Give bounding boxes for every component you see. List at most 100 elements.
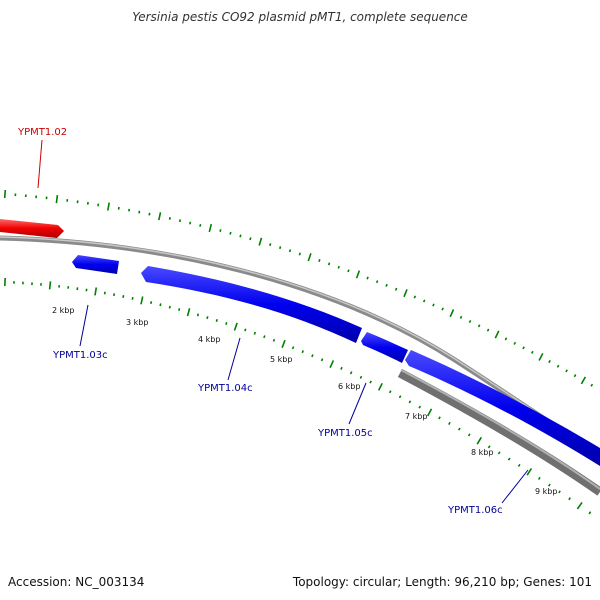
inner-tick-34 (320, 358, 324, 362)
inner-tick-52 (497, 451, 501, 455)
inner-tick-25 (233, 322, 238, 331)
outer-tick-55 (538, 353, 544, 361)
outer-tick-27 (279, 246, 282, 250)
inner-tick-37 (349, 371, 353, 375)
inner-tick-61 (588, 511, 592, 515)
gene-label-ypmt1-02: YPMT1.02 (17, 127, 67, 138)
leader-line-ypmt1-03c (79, 304, 89, 347)
inner-tick-53 (507, 457, 511, 461)
inner-tick-59 (568, 497, 571, 501)
gene-label-ypmt1-05c: YPMT1.05c (317, 428, 373, 439)
outer-tick-48 (477, 324, 481, 328)
inner-tick-58 (558, 490, 561, 494)
inner-tick-13 (122, 295, 125, 298)
inner-tick-ring (4, 277, 592, 515)
outer-tick-32 (327, 262, 331, 266)
inner-tick-16 (150, 301, 153, 304)
outer-tick-30 (307, 253, 312, 262)
inner-tick-55 (526, 468, 533, 476)
inner-tick-12 (113, 293, 116, 297)
outer-tick-18 (189, 221, 192, 225)
inner-tick-20 (186, 308, 191, 317)
outer-tick-29 (298, 252, 301, 256)
inner-tick-28 (263, 335, 266, 339)
inner-tick-54 (517, 463, 521, 467)
tick-label-7kbp: 7 kbp (405, 412, 427, 421)
gene-arrow-ypmt1-03c[interactable] (72, 255, 119, 274)
tick-label-6kbp: 6 kbp (338, 382, 360, 391)
outer-tick-24 (249, 237, 252, 241)
inner-tick-40 (377, 382, 383, 391)
outer-tick-57 (556, 364, 560, 368)
inner-tick-21 (196, 313, 200, 317)
inner-tick-27 (253, 331, 257, 335)
outer-tick-19 (199, 223, 202, 227)
inner-tick-19 (178, 308, 181, 312)
outer-tick-25 (258, 237, 263, 246)
gene-arrow-ypmt1-05c[interactable] (361, 332, 408, 363)
tick-label-8kbp: 8 kbp (471, 448, 493, 457)
inner-tick-43 (408, 400, 412, 404)
inner-tick-42 (398, 395, 402, 399)
inner-tick-24 (225, 322, 228, 326)
outer-tick-23 (239, 234, 242, 238)
inner-tick-38 (359, 375, 363, 379)
inner-tick-56 (537, 476, 541, 480)
tick-label-5kbp: 5 kbp (270, 355, 292, 364)
leader-line-ypmt1-05c (348, 382, 367, 425)
outer-tick-54 (530, 350, 534, 354)
inner-tick-11 (103, 291, 106, 295)
secondary-gray-track (397, 369, 600, 496)
outer-tick-45 (449, 309, 455, 318)
outer-tick-20 (208, 223, 213, 233)
map-title: Yersinia pestis CO92 plasmid pMT1, compl… (132, 10, 468, 24)
inner-tick-39 (369, 380, 372, 384)
outer-tick-5 (55, 195, 59, 204)
inner-tick-31 (291, 346, 295, 350)
inner-tick-51 (487, 445, 491, 449)
inner-tick-50 (476, 436, 482, 445)
outer-tick-56 (548, 360, 551, 364)
inner-tick-41 (388, 390, 392, 394)
outer-tick-44 (441, 307, 444, 311)
inner-tick-46 (438, 416, 441, 420)
inner-tick-44 (418, 405, 422, 409)
outer-tick-12 (128, 208, 131, 212)
inner-tick-17 (159, 303, 162, 307)
inner-tick-35 (329, 360, 335, 369)
inner-tick-14 (131, 296, 134, 300)
inner-tick-15 (140, 296, 144, 305)
outer-tick-10 (107, 202, 110, 211)
inner-tick-36 (340, 366, 343, 370)
outer-tick-33 (337, 265, 340, 269)
outer-tick-38 (385, 283, 388, 287)
outer-tick-42 (422, 299, 426, 303)
outer-tick-41 (413, 295, 417, 299)
outer-tick-61 (590, 383, 594, 387)
gene-label-ypmt1-06c: YPMT1.06c (447, 505, 503, 516)
accession-label: Accession: NC_003134 (8, 575, 145, 589)
outer-tick-0 (3, 189, 7, 199)
outer-tick-40 (403, 289, 408, 298)
inner-tick-10 (94, 287, 98, 296)
outer-tick-60 (580, 376, 587, 385)
tick-label-3kbp: 3 kbp (126, 318, 148, 327)
gene-arrow-ypmt1-06c[interactable] (405, 350, 600, 466)
outer-tick-17 (178, 219, 182, 223)
inner-tick-48 (458, 427, 461, 431)
outer-tick-52 (513, 341, 517, 345)
tick-label-2kbp: 2 kbp (52, 306, 74, 315)
inner-tick-32 (301, 350, 304, 354)
outer-tick-51 (504, 337, 508, 341)
gene-arrow-ypmt1-02[interactable] (0, 219, 64, 238)
gene-arrow-ypmt1-04c[interactable] (141, 266, 362, 343)
outer-tick-22 (229, 231, 232, 235)
inner-tick-33 (311, 354, 314, 358)
inner-tick-18 (168, 305, 171, 309)
secondary-gray-track-highlight (400, 369, 600, 490)
outer-tick-28 (288, 249, 292, 253)
inner-tick-60 (576, 501, 583, 510)
outer-tick-36 (366, 276, 369, 280)
inner-tick-22 (206, 316, 209, 320)
